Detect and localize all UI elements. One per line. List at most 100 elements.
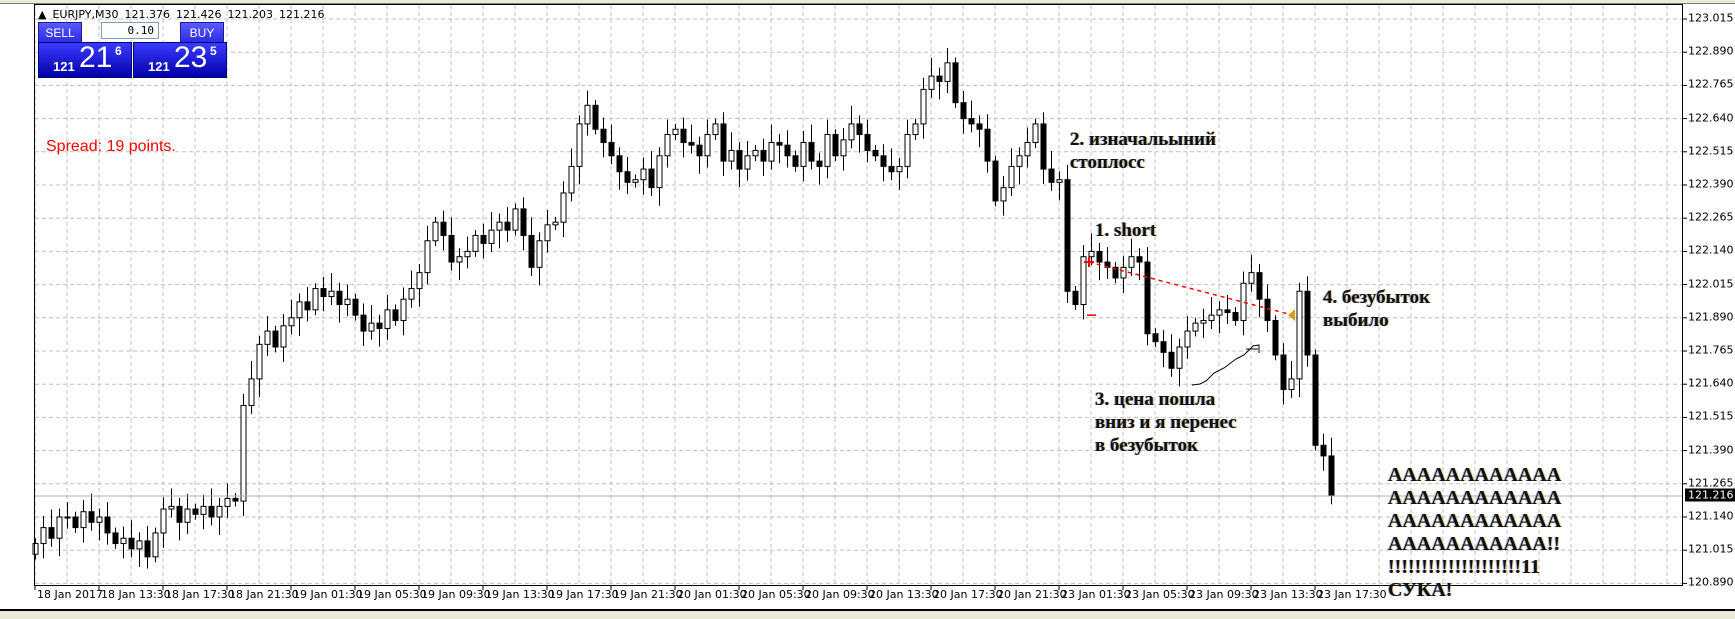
candle-body-bear (960, 102, 967, 120)
candle-body-bull (848, 123, 855, 141)
candle-body-bear (976, 123, 983, 130)
date-label: 23 Jan 13:30 (1253, 588, 1323, 601)
candle-body-bull (632, 179, 639, 183)
candle (1072, 285, 1079, 310)
candle-body-bear (832, 134, 839, 157)
candle (144, 526, 151, 569)
candle-body-bear (864, 134, 871, 151)
candle (56, 508, 63, 557)
buy-price-fraction: 5 (210, 44, 217, 58)
candle (544, 209, 551, 253)
candle (384, 294, 391, 341)
candle (184, 494, 191, 534)
candle (936, 67, 943, 100)
candle (472, 230, 479, 257)
candle (1176, 338, 1183, 387)
candle-body-bull (408, 288, 415, 300)
candle-body-bear (176, 505, 183, 523)
candle-body-bull (640, 168, 647, 181)
lot-size-input[interactable]: 0.10 (101, 22, 159, 39)
candle (592, 100, 599, 135)
candle-body-bull (824, 134, 831, 167)
grid (34, 5, 1683, 585)
date-label: 23 Jan 09:30 (1189, 588, 1259, 601)
price-label: 122.390 (1688, 177, 1734, 191)
candle (48, 509, 55, 547)
sell-price-button[interactable]: 121 21 6 (38, 41, 132, 78)
symbol-label: EURJPY,M30 (52, 8, 119, 21)
candle-body-bear (1168, 351, 1175, 369)
candle-body-bear (144, 540, 151, 558)
candle (112, 527, 119, 549)
candle (960, 90, 967, 134)
candle (1000, 175, 1007, 216)
buy-button[interactable]: BUY (180, 22, 224, 43)
candle (1280, 343, 1287, 405)
candle (696, 136, 703, 174)
candle (736, 141, 743, 188)
candle (1120, 255, 1127, 293)
ohlc-high: 121.426 (175, 8, 222, 21)
candle-body-bear (648, 168, 655, 189)
candle-body-bear (792, 155, 799, 167)
candle-body-bull (432, 221, 439, 242)
candle-body-bull (280, 325, 287, 348)
candle (832, 129, 839, 162)
candle-body-bear (48, 527, 55, 539)
candle-body-bull (1288, 378, 1295, 391)
candle (712, 118, 719, 140)
candle (280, 314, 287, 362)
candle-body-bull (424, 240, 431, 274)
candle (752, 145, 759, 162)
candlestick-chart[interactable] (0, 4, 1735, 609)
date-label: 23 Jan 05:30 (1125, 588, 1195, 601)
candle-body-bear (352, 298, 359, 316)
buy-price-pips: 23 (174, 41, 208, 74)
candle (720, 112, 727, 176)
ohlc-open: 121.376 (124, 8, 170, 21)
price-label: 122.140 (1688, 243, 1734, 257)
candle-body-bull (1176, 346, 1183, 369)
plot-border (34, 4, 1683, 586)
candle-body-bear (984, 128, 991, 162)
candle-body-bull (264, 330, 271, 345)
candle (1152, 328, 1159, 348)
candle-body-bull (1008, 165, 1015, 189)
candle (408, 270, 415, 308)
candle (1144, 247, 1151, 346)
candle-body-bear (936, 75, 943, 82)
candle (888, 148, 895, 181)
candle-body-bear (720, 123, 727, 162)
candle (1232, 307, 1239, 326)
candle-body-bear (784, 144, 791, 157)
candle-body-bear (1144, 261, 1151, 335)
candle (496, 213, 503, 249)
note-line: выбило (1323, 310, 1389, 331)
candle (392, 304, 399, 326)
candle-body-bull (160, 508, 167, 534)
date-label: 19 Jan 05:30 (357, 588, 427, 601)
candle-body-bull (136, 540, 143, 550)
chart-window[interactable] (0, 3, 1735, 611)
sell-button[interactable]: SELL (38, 22, 82, 43)
candle-body-bull (456, 256, 463, 263)
candle (1016, 147, 1023, 185)
note-scream: AAAAAAAAAAAA AAAAAAAAAAAA AAAAAAAAAAAA A… (1388, 464, 1561, 602)
candle-body-bull (544, 224, 551, 242)
candle (640, 157, 647, 195)
candle-body-bull (216, 505, 223, 518)
candle-body-bear (808, 142, 815, 162)
date-label: 19 Jan 01:30 (293, 588, 363, 601)
candle (1008, 148, 1015, 197)
candle (424, 225, 431, 285)
candle (88, 493, 95, 531)
candle-body-bear (968, 118, 975, 125)
candle-body-bull (1016, 155, 1023, 167)
price-label: 122.015 (1688, 277, 1734, 291)
candle-body-bear (336, 290, 343, 306)
price-label: 122.265 (1688, 210, 1734, 224)
candle-body-bear (104, 516, 111, 534)
current-price-badge: 121.216 (1685, 488, 1735, 502)
candle (560, 181, 567, 238)
buy-price-button[interactable]: 121 23 5 (133, 41, 227, 78)
